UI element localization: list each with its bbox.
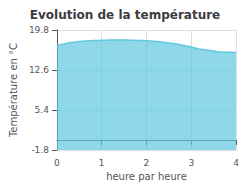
svg-text:heure par heure: heure par heure — [106, 171, 187, 182]
svg-text:3: 3 — [188, 158, 194, 168]
svg-text:Evolution de la température: Evolution de la température — [30, 8, 221, 22]
svg-text:19.8: 19.8 — [29, 25, 49, 35]
svg-text:5.4: 5.4 — [35, 105, 50, 115]
svg-text:-1.8: -1.8 — [31, 145, 49, 155]
svg-text:1: 1 — [99, 158, 105, 168]
svg-text:Température en °C: Température en °C — [8, 43, 19, 138]
svg-text:12.6: 12.6 — [29, 65, 49, 75]
svg-text:0: 0 — [54, 158, 60, 168]
svg-text:2: 2 — [144, 158, 150, 168]
svg-text:4: 4 — [233, 158, 239, 168]
